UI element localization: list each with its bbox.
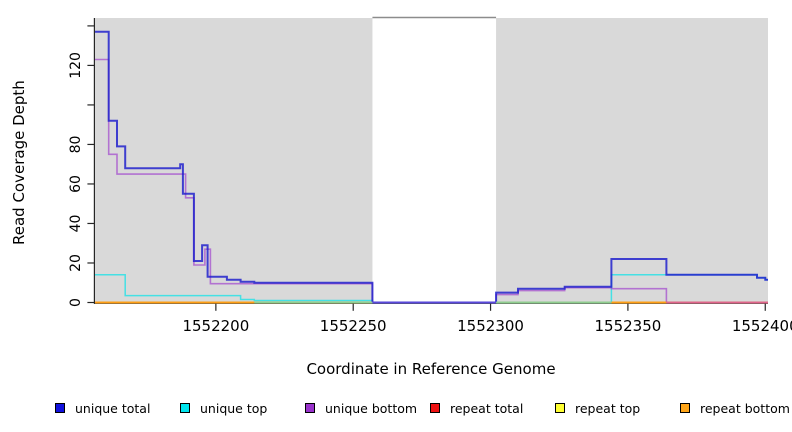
x-tick-label: 1552200 <box>182 317 249 335</box>
legend-swatch-icon <box>430 403 440 413</box>
x-tick-label: 1552300 <box>457 317 524 335</box>
y-tick-label: 120 <box>68 52 84 79</box>
legend-label: unique total <box>75 400 151 416</box>
plot-area: 0 20 40 60 80 120 1552200 1552250 1552300 1552350… <box>68 16 792 335</box>
legend-swatch-icon <box>55 403 65 413</box>
y-tick-label: 20 <box>68 254 84 272</box>
y-axis-label: Read Coverage Depth <box>10 80 28 245</box>
series-line-unique-total <box>95 30 768 304</box>
x-tick-label: 1552400 <box>732 317 792 335</box>
legend-item-unique-bottom: unique bottom <box>305 397 417 419</box>
y-tick-label: 0 <box>68 298 84 307</box>
legend: unique total unique top unique bottom repea… <box>0 397 792 421</box>
legend-swatch-icon <box>680 403 690 413</box>
x-tick-label: 1552350 <box>594 317 661 335</box>
legend-swatch-icon <box>555 403 565 413</box>
legend-item-repeat-bottom: repeat bottom <box>680 397 790 419</box>
x-axis-label: Coordinate in Reference Genome <box>306 360 556 378</box>
legend-label: unique top <box>200 400 268 416</box>
legend-label: repeat total <box>450 400 524 416</box>
legend-item-unique-top: unique top <box>180 397 267 419</box>
legend-label: unique bottom <box>325 400 418 416</box>
legend-swatch-icon <box>180 403 190 413</box>
x-tick-label: 1552250 <box>320 317 387 335</box>
gap-region <box>372 18 497 304</box>
legend-item-repeat-total: repeat total <box>430 397 523 419</box>
y-tick-label: 40 <box>68 215 84 233</box>
legend-swatch-icon <box>305 403 315 413</box>
legend-item-unique-total: unique total <box>55 397 150 419</box>
y-tick-label: 80 <box>68 136 84 154</box>
y-tick-label: 60 <box>68 175 84 193</box>
legend-label: repeat top <box>575 400 641 416</box>
legend-item-repeat-top: repeat top <box>555 397 640 419</box>
legend-label: repeat bottom <box>700 400 790 416</box>
